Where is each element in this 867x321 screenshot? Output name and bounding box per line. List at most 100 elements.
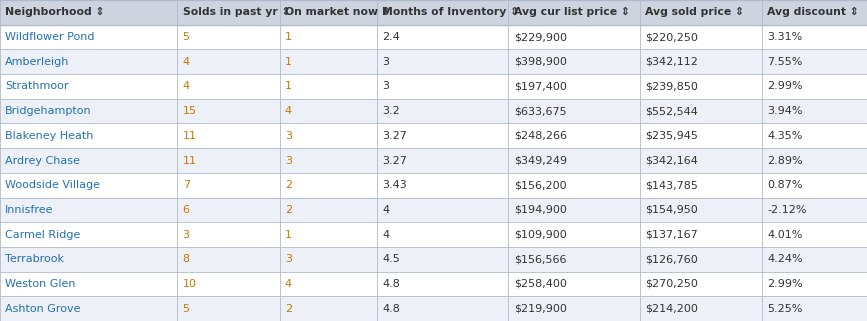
Text: 2.99%: 2.99% xyxy=(767,82,803,91)
Text: 3: 3 xyxy=(382,57,389,67)
Bar xyxy=(0,272,867,296)
Bar xyxy=(0,49,867,74)
Text: 4: 4 xyxy=(183,57,190,67)
Text: $126,760: $126,760 xyxy=(645,254,698,264)
Text: 4: 4 xyxy=(382,205,389,215)
Text: $194,900: $194,900 xyxy=(513,205,566,215)
Text: 4.24%: 4.24% xyxy=(767,254,803,264)
Text: 11: 11 xyxy=(183,155,197,166)
Text: 5.25%: 5.25% xyxy=(767,304,803,314)
Text: 3: 3 xyxy=(284,155,291,166)
Text: 3.94%: 3.94% xyxy=(767,106,803,116)
Text: $349,249: $349,249 xyxy=(513,155,567,166)
Text: $214,200: $214,200 xyxy=(645,304,698,314)
Text: Solds in past yr ⇕: Solds in past yr ⇕ xyxy=(183,7,290,17)
Text: $342,112: $342,112 xyxy=(645,57,698,67)
Bar xyxy=(0,197,867,222)
Text: 8: 8 xyxy=(183,254,190,264)
Text: Amberleigh: Amberleigh xyxy=(5,57,69,67)
Bar xyxy=(0,296,867,321)
Text: $552,544: $552,544 xyxy=(645,106,698,116)
Text: 4: 4 xyxy=(183,82,190,91)
Text: 3: 3 xyxy=(183,230,190,239)
Text: 3.2: 3.2 xyxy=(382,106,400,116)
Text: 4.8: 4.8 xyxy=(382,304,401,314)
Text: Avg sold price ⇕: Avg sold price ⇕ xyxy=(645,7,744,17)
Text: 2.89%: 2.89% xyxy=(767,155,803,166)
Text: 3.43: 3.43 xyxy=(382,180,407,190)
Text: 6: 6 xyxy=(183,205,190,215)
Text: 3.27: 3.27 xyxy=(382,155,407,166)
Text: 2: 2 xyxy=(284,304,292,314)
Text: Terrabrook: Terrabrook xyxy=(5,254,64,264)
Text: $229,900: $229,900 xyxy=(513,32,567,42)
Bar xyxy=(0,25,867,49)
Text: Innisfree: Innisfree xyxy=(5,205,54,215)
Text: $197,400: $197,400 xyxy=(513,82,566,91)
Text: 3.27: 3.27 xyxy=(382,131,407,141)
Text: Ashton Grove: Ashton Grove xyxy=(5,304,81,314)
Text: Neighborhood ⇕: Neighborhood ⇕ xyxy=(5,7,105,17)
Text: $137,167: $137,167 xyxy=(645,230,698,239)
Text: Avg discount ⇕: Avg discount ⇕ xyxy=(767,7,859,17)
Bar xyxy=(0,247,867,272)
Text: Carmel Ridge: Carmel Ridge xyxy=(5,230,81,239)
Bar xyxy=(0,222,867,247)
Text: 2.99%: 2.99% xyxy=(767,279,803,289)
Text: Blakeney Heath: Blakeney Heath xyxy=(5,131,94,141)
Bar xyxy=(0,173,867,197)
Text: 15: 15 xyxy=(183,106,197,116)
Bar xyxy=(0,74,867,99)
Bar xyxy=(0,0,867,25)
Text: 4: 4 xyxy=(284,279,292,289)
Text: 3.31%: 3.31% xyxy=(767,32,803,42)
Text: 10: 10 xyxy=(183,279,197,289)
Bar xyxy=(0,148,867,173)
Text: $154,950: $154,950 xyxy=(645,205,698,215)
Text: $109,900: $109,900 xyxy=(513,230,566,239)
Text: Bridgehampton: Bridgehampton xyxy=(5,106,92,116)
Text: 4.01%: 4.01% xyxy=(767,230,803,239)
Bar xyxy=(0,99,867,124)
Text: Months of Inventory ⇕: Months of Inventory ⇕ xyxy=(382,7,519,17)
Text: 4: 4 xyxy=(382,230,389,239)
Text: 1: 1 xyxy=(284,32,291,42)
Text: $342,164: $342,164 xyxy=(645,155,698,166)
Text: 3: 3 xyxy=(284,254,291,264)
Text: 4.35%: 4.35% xyxy=(767,131,803,141)
Text: $270,250: $270,250 xyxy=(645,279,698,289)
Text: On market now ⇕: On market now ⇕ xyxy=(284,7,391,17)
Text: $235,945: $235,945 xyxy=(645,131,698,141)
Text: 3: 3 xyxy=(284,131,291,141)
Text: 4.5: 4.5 xyxy=(382,254,400,264)
Text: 1: 1 xyxy=(284,230,291,239)
Text: $156,566: $156,566 xyxy=(513,254,566,264)
Bar xyxy=(0,124,867,148)
Text: 0.87%: 0.87% xyxy=(767,180,803,190)
Text: 5: 5 xyxy=(183,304,190,314)
Text: 2: 2 xyxy=(284,205,292,215)
Text: $156,200: $156,200 xyxy=(513,180,566,190)
Text: 7: 7 xyxy=(183,180,190,190)
Text: Wildflower Pond: Wildflower Pond xyxy=(5,32,95,42)
Text: 1: 1 xyxy=(284,82,291,91)
Text: Avg cur list price ⇕: Avg cur list price ⇕ xyxy=(513,7,629,17)
Text: $258,400: $258,400 xyxy=(513,279,566,289)
Text: $219,900: $219,900 xyxy=(513,304,566,314)
Text: 2: 2 xyxy=(284,180,292,190)
Text: 4.8: 4.8 xyxy=(382,279,401,289)
Text: 7.55%: 7.55% xyxy=(767,57,803,67)
Text: 2.4: 2.4 xyxy=(382,32,401,42)
Text: Strathmoor: Strathmoor xyxy=(5,82,68,91)
Text: $633,675: $633,675 xyxy=(513,106,566,116)
Text: $248,266: $248,266 xyxy=(513,131,567,141)
Text: 4: 4 xyxy=(284,106,292,116)
Text: $239,850: $239,850 xyxy=(645,82,698,91)
Text: 5: 5 xyxy=(183,32,190,42)
Text: 1: 1 xyxy=(284,57,291,67)
Text: $220,250: $220,250 xyxy=(645,32,698,42)
Text: $398,900: $398,900 xyxy=(513,57,566,67)
Text: -2.12%: -2.12% xyxy=(767,205,807,215)
Text: Woodside Village: Woodside Village xyxy=(5,180,101,190)
Text: 11: 11 xyxy=(183,131,197,141)
